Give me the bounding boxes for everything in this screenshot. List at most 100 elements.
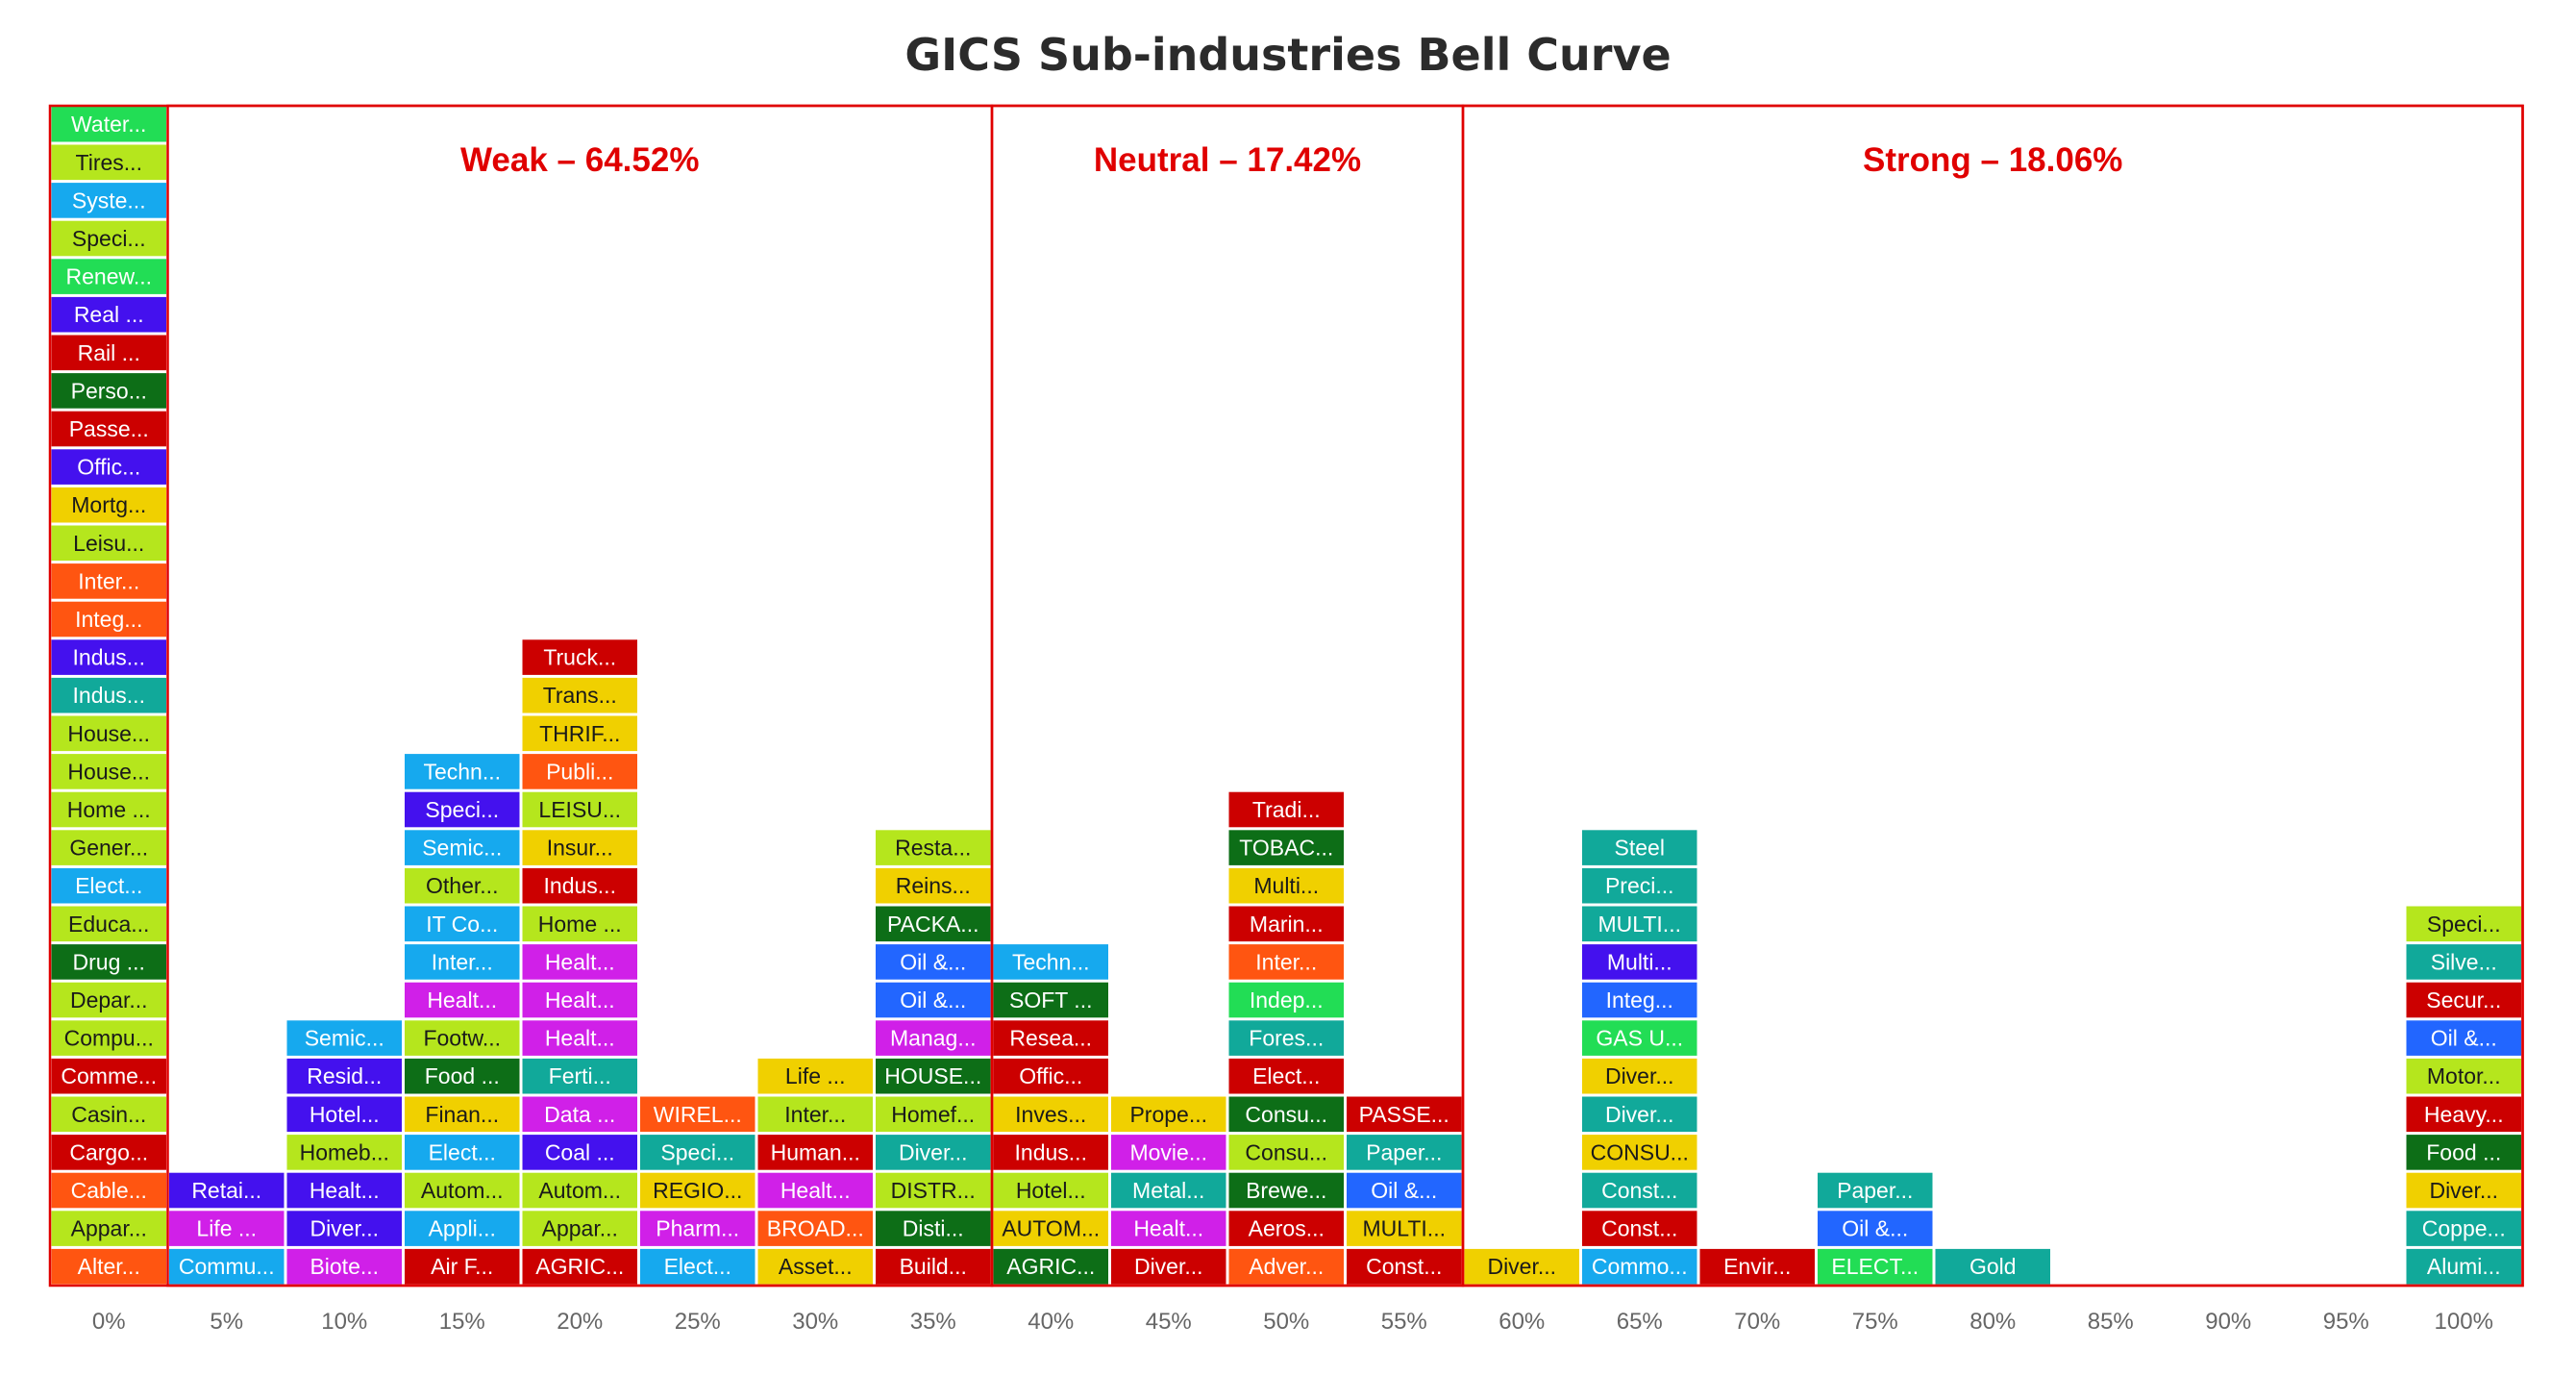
- bar-block-rect: [1818, 1248, 1933, 1285]
- bar-block-label: PACKA...: [887, 912, 978, 937]
- bar-block: Healt...: [522, 1020, 637, 1056]
- bar-block: Cable...: [51, 1172, 166, 1209]
- bar-block: Integ...: [1582, 982, 1697, 1018]
- bar-block-label: Healt...: [310, 1178, 380, 1203]
- bar-block: Trans...: [522, 677, 637, 713]
- bar-block-rect: [876, 1248, 991, 1285]
- bar-block-label: Prope...: [1129, 1102, 1207, 1127]
- bar-block-label: Resid...: [307, 1063, 382, 1088]
- bar-block: Aeros...: [1228, 1211, 1344, 1246]
- x-tick-label: 55%: [1381, 1309, 1427, 1335]
- bar-block-label: Inter...: [78, 568, 139, 593]
- bar-block-label: Hotel...: [310, 1102, 380, 1127]
- bar-block-label: Healt...: [427, 988, 497, 1012]
- bar-block-rect: [405, 1058, 520, 1094]
- bar-block-label: Diver...: [2429, 1178, 2498, 1203]
- bar-block: Cargo...: [51, 1135, 166, 1170]
- bar-block-label: Diver...: [1487, 1254, 1556, 1279]
- bar-block-rect: [405, 982, 520, 1018]
- bar-block-label: DISTR...: [891, 1178, 976, 1203]
- bar-block: Oil &...: [2406, 1020, 2521, 1056]
- bar-block-rect: [169, 1211, 285, 1246]
- bar-block-rect: [522, 715, 637, 752]
- bar-block-rect: [405, 830, 520, 865]
- bar-block-label: CONSU...: [1591, 1139, 1689, 1164]
- bar-block: Casin...: [51, 1096, 166, 1133]
- bar-block-label: Envir...: [1723, 1254, 1791, 1279]
- bar-block-label: Autom...: [421, 1178, 504, 1203]
- bar-block-rect: [522, 867, 637, 904]
- bar-block: Healt...: [405, 982, 520, 1018]
- bar-block-rect: [51, 449, 166, 485]
- bar-block-rect: [1228, 1248, 1344, 1285]
- bar-block: Offic...: [51, 449, 166, 485]
- bar-block-rect: [405, 1096, 520, 1133]
- bar-block: AUTOM...: [993, 1211, 1108, 1246]
- bar-block-label: Insur...: [547, 836, 613, 861]
- bar-block: Home ...: [522, 906, 637, 942]
- bar-block: Inter...: [405, 944, 520, 980]
- bar-block: Prope...: [1111, 1096, 1226, 1133]
- bar-block-label: Homef...: [891, 1102, 975, 1127]
- bar-block-rect: [1228, 830, 1344, 865]
- bar-block-label: Air F...: [431, 1254, 493, 1279]
- bar-block-rect: [51, 563, 166, 599]
- x-tick-label: 20%: [557, 1309, 603, 1335]
- bar-block-rect: [876, 867, 991, 904]
- bar-block: Homeb...: [286, 1135, 402, 1170]
- bar-block: Indus...: [522, 867, 637, 904]
- bar-block-rect: [1347, 1211, 1462, 1246]
- bar-block: Techn...: [993, 944, 1108, 980]
- bar-block-rect: [757, 1096, 873, 1133]
- bar-block: Hotel...: [286, 1096, 402, 1133]
- bar-block: Gold: [1935, 1248, 2050, 1285]
- bar-block-rect: [405, 1020, 520, 1056]
- bar-block-label: Hotel...: [1016, 1178, 1086, 1203]
- bar-block-rect: [405, 791, 520, 828]
- bar-block-rect: [51, 982, 166, 1018]
- bar-block-label: Commo...: [1592, 1254, 1688, 1279]
- bar-block: Food ...: [405, 1058, 520, 1094]
- bar-block-rect: [286, 1172, 402, 1209]
- bar-block-label: Human...: [771, 1139, 860, 1164]
- bar-block-label: Ferti...: [549, 1063, 611, 1088]
- bar-block-rect: [1582, 982, 1697, 1018]
- bar-block-rect: [1699, 1248, 1815, 1285]
- bar-block: Finan...: [405, 1096, 520, 1133]
- bar-block-label: Appar...: [71, 1216, 147, 1241]
- bar-block-label: Secur...: [2426, 988, 2501, 1012]
- bar-block-rect: [640, 1172, 755, 1209]
- bar-block: Coal ...: [522, 1135, 637, 1170]
- bar-block-rect: [1818, 1211, 1933, 1246]
- bar-block: Inves...: [993, 1096, 1108, 1133]
- bar-block-label: Food ...: [2426, 1139, 2501, 1164]
- bar-block-label: Consu...: [1245, 1102, 1327, 1127]
- bar-block-label: AGRIC...: [1006, 1254, 1095, 1279]
- bar-block: Speci...: [51, 220, 166, 257]
- bar-block: Envir...: [1699, 1248, 1815, 1285]
- bar-block-rect: [993, 1096, 1108, 1133]
- bar-block-label: Const...: [1601, 1178, 1677, 1203]
- bar-block: Resea...: [993, 1020, 1108, 1056]
- bar-block: Home ...: [51, 791, 166, 828]
- bar-block-rect: [51, 1135, 166, 1170]
- bar-block-label: Footw...: [423, 1026, 501, 1051]
- bar-block-rect: [286, 1211, 402, 1246]
- bar-block-rect: [1111, 1248, 1226, 1285]
- bar-block-label: Inter...: [784, 1102, 846, 1127]
- x-tick-label: 5%: [210, 1309, 243, 1335]
- bar-block-rect: [2406, 1135, 2521, 1170]
- bar-block-label: Manag...: [890, 1026, 977, 1051]
- bar-block-rect: [757, 1211, 873, 1246]
- bar-block: Publi...: [522, 754, 637, 789]
- bar-block-rect: [522, 639, 637, 675]
- x-tick-label: 85%: [2088, 1309, 2134, 1335]
- bar-block-rect: [1228, 906, 1344, 942]
- bar-block-label: Diver...: [310, 1216, 379, 1241]
- bar-block-rect: [286, 1135, 402, 1170]
- bar-block-rect: [757, 1172, 873, 1209]
- bar-block-rect: [1582, 1211, 1697, 1246]
- bar-block: Consu...: [1228, 1096, 1344, 1133]
- bar-block-rect: [1582, 1058, 1697, 1094]
- bar-block-label: Speci...: [660, 1139, 734, 1164]
